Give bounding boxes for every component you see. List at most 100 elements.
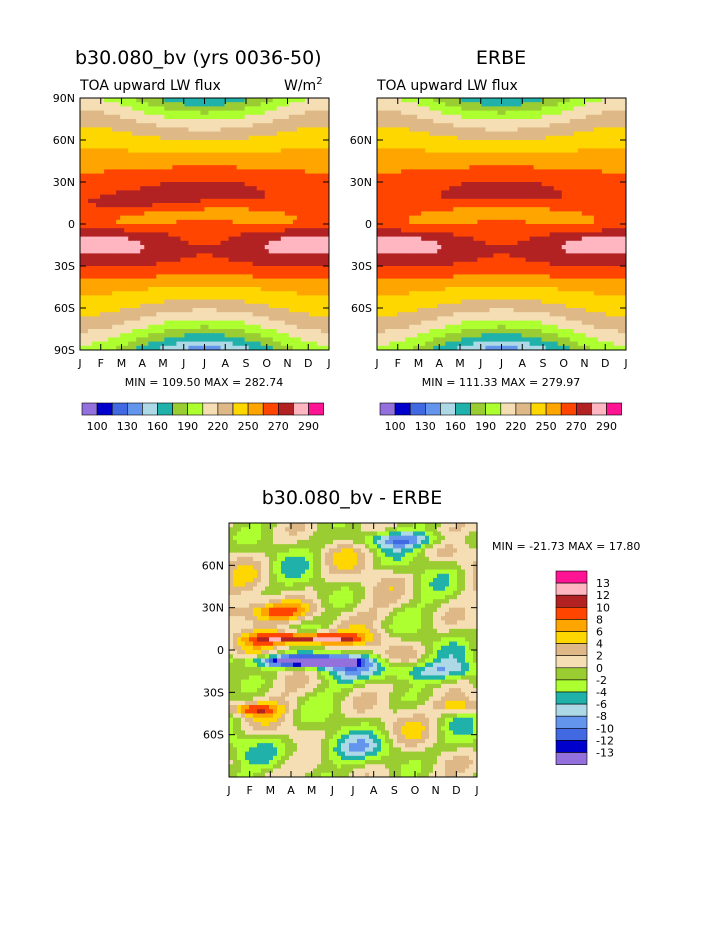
field-cell xyxy=(108,203,113,208)
field-cell xyxy=(192,324,198,330)
field-cell xyxy=(156,303,161,309)
field-cell xyxy=(617,102,623,107)
field-cell xyxy=(425,144,430,149)
field-cell xyxy=(228,194,234,200)
field-cell xyxy=(569,165,575,170)
field-cell xyxy=(120,341,125,347)
field-cell xyxy=(312,127,318,133)
field-cell xyxy=(324,207,329,212)
field-cell xyxy=(308,278,314,284)
field-cell xyxy=(268,114,274,120)
field-cell xyxy=(144,228,149,233)
field-cell xyxy=(148,270,153,275)
field-cell xyxy=(417,144,422,149)
field-cell xyxy=(216,345,222,350)
field-cell xyxy=(441,156,446,162)
field-cell xyxy=(180,123,186,128)
field-cell xyxy=(120,278,125,284)
field-cell xyxy=(288,236,294,242)
field-cell xyxy=(172,152,177,158)
field-cell xyxy=(489,119,495,124)
field-cell xyxy=(280,308,286,313)
field-cell xyxy=(256,194,262,200)
field-cell xyxy=(128,320,133,326)
field-cell xyxy=(172,186,177,191)
field-cell xyxy=(148,131,153,137)
field-cell xyxy=(272,106,278,112)
field-cell xyxy=(180,110,186,116)
field-cell xyxy=(296,291,302,296)
field-cell xyxy=(272,165,278,170)
field-cell xyxy=(128,232,133,238)
field-cell xyxy=(300,219,306,225)
field-cell xyxy=(569,152,575,158)
field-cell xyxy=(156,224,161,229)
field-cell xyxy=(537,106,543,112)
field-cell xyxy=(393,165,398,170)
field-cell xyxy=(617,106,623,112)
field-cell xyxy=(252,144,258,149)
field-cell xyxy=(377,106,382,112)
field-cell xyxy=(176,131,182,137)
field-cell xyxy=(605,144,611,149)
field-cell xyxy=(232,165,238,170)
field-cell xyxy=(216,165,222,170)
field-cell xyxy=(256,324,262,330)
field-cell xyxy=(224,308,230,313)
field-cell xyxy=(108,165,113,170)
field-cell xyxy=(288,303,294,309)
field-cell xyxy=(264,240,270,246)
field-cell xyxy=(308,295,314,301)
field-cell xyxy=(312,173,318,179)
field-cell xyxy=(152,329,157,334)
field-cell xyxy=(244,316,250,322)
field-cell xyxy=(196,110,202,116)
field-cell xyxy=(160,236,165,242)
field-cell xyxy=(208,232,214,238)
field-cell xyxy=(308,119,314,124)
field-cell xyxy=(465,156,470,162)
field-cell xyxy=(200,236,206,242)
field-cell xyxy=(248,341,254,347)
field-cell xyxy=(120,207,125,212)
field-cell xyxy=(429,165,434,170)
field-cell xyxy=(224,337,230,343)
field-cell xyxy=(96,144,101,149)
field-cell xyxy=(617,161,623,166)
field-cell xyxy=(164,194,169,200)
field-cell xyxy=(497,114,503,120)
field-cell xyxy=(144,245,149,250)
field-cell xyxy=(312,236,318,242)
field-cell xyxy=(140,236,145,242)
field-cell xyxy=(136,278,141,284)
field-cell xyxy=(100,253,105,259)
field-cell xyxy=(284,249,290,254)
field-cell xyxy=(280,177,286,183)
field-cell xyxy=(212,110,218,116)
field-cell xyxy=(112,165,117,170)
field-cell xyxy=(296,257,302,263)
field-cell xyxy=(116,127,121,133)
field-cell xyxy=(617,98,623,103)
field-cell xyxy=(449,110,454,116)
field-cell xyxy=(409,106,414,112)
field-cell xyxy=(557,119,563,124)
field-cell xyxy=(244,345,250,350)
field-cell xyxy=(100,161,105,166)
field-cell xyxy=(180,333,186,338)
field-cell xyxy=(168,253,173,259)
field-cell xyxy=(280,198,286,204)
field-cell xyxy=(232,228,238,233)
field-cell xyxy=(601,173,607,179)
field-cell xyxy=(304,270,310,275)
field-cell xyxy=(208,102,214,107)
field-cell xyxy=(324,110,329,116)
field-cell xyxy=(176,110,182,116)
field-cell xyxy=(244,198,250,204)
field-cell xyxy=(605,135,611,141)
field-cell xyxy=(541,140,547,145)
field-cell xyxy=(228,156,234,162)
field-cell xyxy=(216,308,222,313)
field-cell xyxy=(100,287,105,292)
field-cell xyxy=(421,102,426,107)
